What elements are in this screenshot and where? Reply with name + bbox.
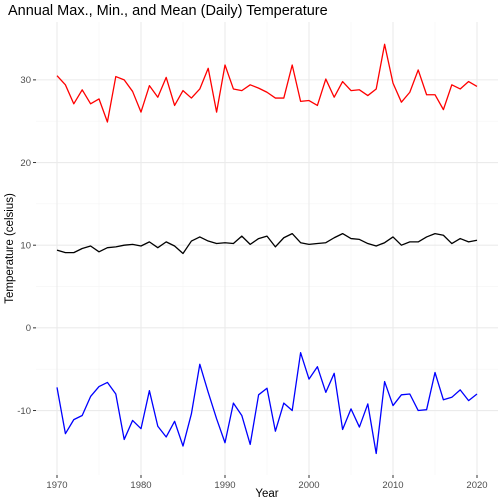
y-tick-label: 10 [20,240,31,251]
y-axis-label: Temperature (celsius) [4,193,16,304]
y-tick-label: 0 [26,323,31,334]
x-tick-label: 2010 [382,480,403,491]
x-tick-label: 1980 [130,480,151,491]
x-tick-label: 2000 [298,480,319,491]
x-axis-ticks: 1970 1980 1990 2000 2010 2020 [46,475,488,491]
y-axis-ticks: -10 0 10 20 30 [17,75,36,417]
series-line-3 [56,352,478,455]
x-tick-label: 1970 [46,480,67,491]
series-line-1 [56,43,478,123]
y-tick-label: 20 [20,158,31,169]
series-line-2 [56,232,478,255]
y-tick-label: -10 [17,406,31,417]
series-layer [56,43,478,455]
chart-title: Annual Max., Min., and Mean (Daily) Temp… [8,3,328,19]
x-axis-label: Year [255,488,278,500]
x-tick-label: 1990 [214,480,235,491]
y-tick-label: 30 [20,75,31,86]
x-tick-label: 2020 [466,480,487,491]
